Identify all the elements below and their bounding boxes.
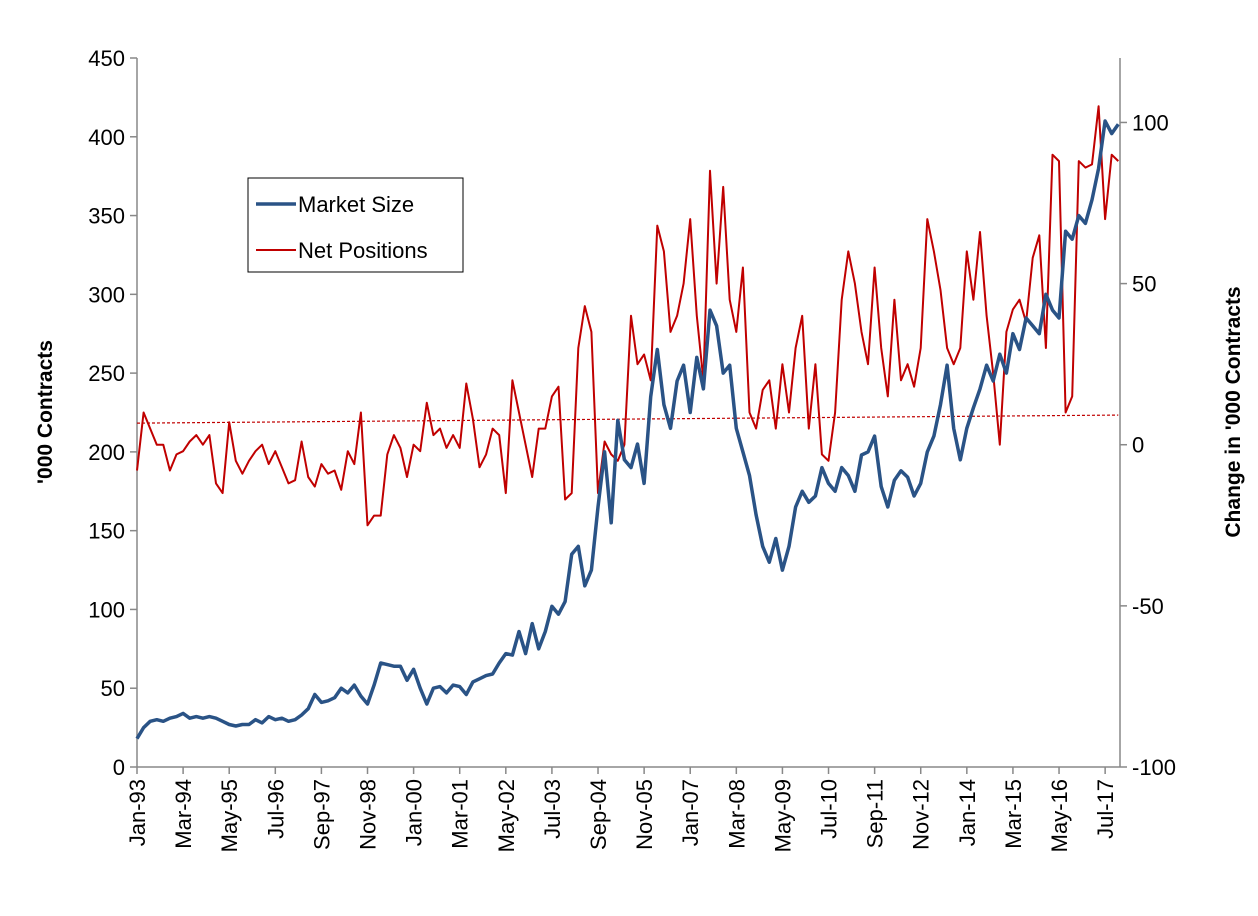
- y-tick-label: 450: [88, 46, 125, 71]
- x-tick-label: Jan-93: [125, 779, 150, 846]
- y2-tick-label: -100: [1132, 755, 1176, 780]
- y2-tick-label: 100: [1132, 110, 1169, 135]
- x-tick-label: Jul-96: [263, 779, 288, 839]
- x-tick-label: Jul-17: [1093, 779, 1118, 839]
- line-series: [136, 105, 1119, 527]
- y2-tick-label: 50: [1132, 272, 1156, 297]
- x-tick-label: Jan-14: [955, 779, 980, 846]
- y2-tick-label: -50: [1132, 594, 1164, 619]
- x-tick-label: Nov-12: [909, 779, 934, 850]
- y-tick-label: 100: [88, 597, 125, 622]
- y2-axis-label: Change in '000 Contracts: [1222, 286, 1245, 537]
- x-tick-label: Sep-11: [863, 779, 888, 848]
- y-tick-label: 250: [88, 361, 125, 386]
- y-tick-label: 150: [88, 519, 125, 544]
- x-tick-label: Jan-00: [402, 779, 427, 846]
- x-tick-label: Mar-08: [724, 779, 749, 849]
- x-tick-label: Jul-10: [817, 779, 842, 839]
- legend-label: Net Positions: [298, 238, 428, 263]
- x-tick-label: Mar-01: [448, 779, 473, 849]
- x-tick-label: Mar-94: [171, 779, 196, 849]
- trendline: [136, 414, 1119, 424]
- legend-label: Market Size: [298, 192, 414, 217]
- y-tick-label: 300: [88, 282, 125, 307]
- x-tick-label: Jul-03: [540, 779, 565, 839]
- y-tick-label: 350: [88, 204, 125, 229]
- y-tick-label: 0: [113, 755, 125, 780]
- x-tick-label: Sep-04: [586, 779, 611, 850]
- y-tick-label: 400: [88, 125, 125, 150]
- y2-tick-label: 0: [1132, 433, 1144, 458]
- x-tick-label: Jan-07: [678, 779, 703, 846]
- x-tick-label: Sep-97: [309, 779, 334, 850]
- x-tick-label: May-09: [770, 779, 795, 852]
- x-tick-label: May-02: [494, 779, 519, 852]
- y-tick-label: 200: [88, 440, 125, 465]
- x-tick-label: Mar-15: [1001, 779, 1026, 849]
- x-tick-label: Nov-98: [356, 779, 381, 850]
- x-tick-label: Nov-05: [632, 779, 657, 850]
- x-tick-label: May-95: [217, 779, 242, 852]
- x-tick-label: May-16: [1047, 779, 1072, 852]
- y-tick-label: 50: [101, 676, 125, 701]
- legend-box: [247, 177, 464, 273]
- y-axis-label: '000 Contracts: [34, 340, 57, 484]
- line-series: [135, 119, 1120, 740]
